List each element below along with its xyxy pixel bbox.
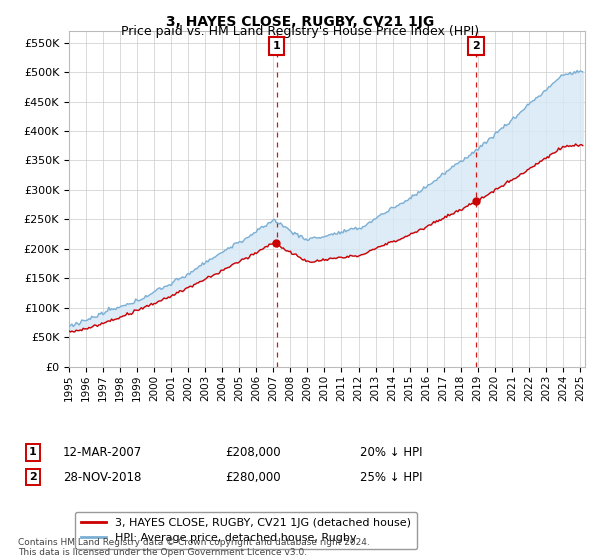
Text: 20% ↓ HPI: 20% ↓ HPI — [360, 446, 422, 459]
Text: 3, HAYES CLOSE, RUGBY, CV21 1JG: 3, HAYES CLOSE, RUGBY, CV21 1JG — [166, 15, 434, 29]
Text: Contains HM Land Registry data © Crown copyright and database right 2024.
This d: Contains HM Land Registry data © Crown c… — [18, 538, 370, 557]
Text: 25% ↓ HPI: 25% ↓ HPI — [360, 470, 422, 484]
Text: 2: 2 — [472, 41, 480, 51]
Text: £280,000: £280,000 — [225, 470, 281, 484]
Text: Price paid vs. HM Land Registry's House Price Index (HPI): Price paid vs. HM Land Registry's House … — [121, 25, 479, 38]
Text: 2: 2 — [29, 472, 37, 482]
Legend: 3, HAYES CLOSE, RUGBY, CV21 1JG (detached house), HPI: Average price, detached h: 3, HAYES CLOSE, RUGBY, CV21 1JG (detache… — [74, 512, 417, 549]
Text: £208,000: £208,000 — [225, 446, 281, 459]
Text: 1: 1 — [29, 447, 37, 458]
Text: 1: 1 — [273, 41, 280, 51]
Text: 28-NOV-2018: 28-NOV-2018 — [63, 470, 142, 484]
Text: 12-MAR-2007: 12-MAR-2007 — [63, 446, 142, 459]
